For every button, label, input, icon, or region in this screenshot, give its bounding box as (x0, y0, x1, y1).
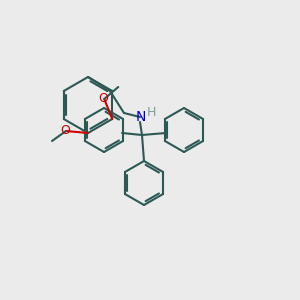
Text: O: O (60, 124, 70, 137)
Text: N: N (136, 110, 146, 124)
Text: H: H (146, 106, 156, 118)
Text: O: O (98, 92, 108, 104)
